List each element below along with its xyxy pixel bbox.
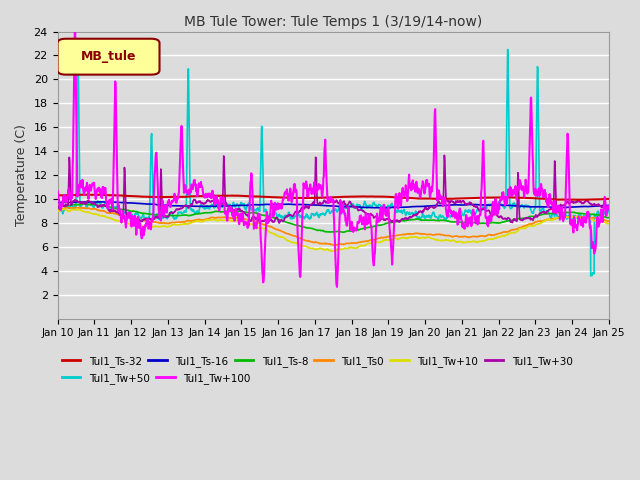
Title: MB Tule Tower: Tule Temps 1 (3/19/14-now): MB Tule Tower: Tule Temps 1 (3/19/14-now… bbox=[184, 15, 483, 29]
Y-axis label: Temperature (C): Temperature (C) bbox=[15, 124, 28, 226]
Text: MB_tule: MB_tule bbox=[81, 50, 136, 63]
Legend: Tul1_Tw+50, Tul1_Tw+100: Tul1_Tw+50, Tul1_Tw+100 bbox=[58, 369, 255, 388]
FancyBboxPatch shape bbox=[58, 39, 159, 74]
